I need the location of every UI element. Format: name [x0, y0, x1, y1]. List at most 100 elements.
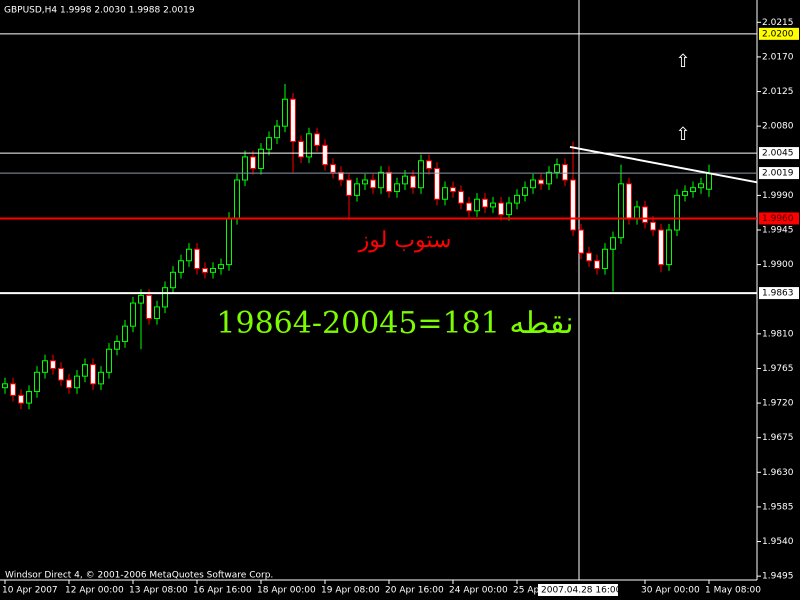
candle-body [106, 348, 112, 373]
candle-body [90, 364, 96, 385]
candle-body [578, 229, 584, 254]
candle-body [698, 183, 704, 189]
y-tick-label: 1.9990 [762, 191, 794, 201]
candle-body [242, 156, 248, 181]
candle-body [458, 191, 464, 204]
candle-body [666, 229, 672, 266]
candle-body [122, 325, 128, 343]
candle-body [42, 360, 48, 373]
price-level-label: 2.0045 [762, 149, 794, 159]
candle-body [506, 202, 512, 216]
candle-body [434, 167, 440, 200]
candle-body [146, 294, 152, 319]
candle-body [490, 202, 496, 208]
candle-body [394, 183, 400, 193]
price-level-label: 1.9960 [762, 214, 794, 224]
candle-body [250, 156, 256, 169]
candle-body [322, 144, 328, 166]
candle-body [10, 383, 16, 396]
candle-body [354, 183, 360, 196]
price-level-box [759, 167, 799, 180]
candle-body [498, 202, 504, 216]
candle-body [194, 248, 200, 269]
candle-body [154, 306, 160, 319]
chart-title: GBPUSD,H4 1.9998 2.0030 1.9988 2.0019 [4, 6, 195, 16]
x-tick-label: 20 Apr 16:00 [385, 586, 444, 596]
candle-body [626, 183, 632, 219]
y-tick-label: 1.9900 [762, 260, 794, 270]
price-level-label: 2.0200 [762, 29, 794, 39]
candle-body [586, 252, 592, 262]
y-tick-label: 1.9495 [762, 572, 794, 582]
crosshair-label-box [538, 584, 618, 596]
candle-body [418, 160, 424, 189]
candle-body [330, 164, 336, 173]
candle-body [58, 367, 64, 381]
candle-body [266, 137, 272, 150]
x-tick-label: 16 Apr 16:00 [193, 586, 252, 596]
candle-body [450, 187, 456, 193]
candle-body [50, 360, 56, 369]
footer: Windsor Direct 4, © 2001-2006 MetaQuotes… [5, 571, 273, 581]
candle-body [210, 267, 216, 273]
y-tick-label: 1.9540 [762, 537, 794, 547]
candle-body [258, 148, 264, 169]
candle-body [426, 160, 432, 169]
x-tick-label: 24 Apr 00:00 [449, 586, 508, 596]
candle-body [170, 271, 176, 289]
y-tick-label: 1.9765 [762, 364, 794, 374]
candle-body [642, 206, 648, 223]
arrow-icon: ⇧ [675, 124, 690, 145]
y-tick-label: 1.9630 [762, 468, 794, 478]
trend-line [569, 145, 758, 184]
candle-body [362, 179, 368, 185]
price-level-label: 1.9863 [762, 289, 794, 299]
candle-body [618, 183, 624, 239]
candle-body [466, 202, 472, 212]
candle-body [562, 164, 568, 181]
candle-body [162, 287, 168, 308]
candle-body [314, 133, 320, 146]
x-tick-label: 30 Apr 00:00 [641, 586, 700, 596]
candle-body [634, 206, 640, 219]
candle-body [138, 294, 144, 304]
candle-body [402, 175, 408, 185]
price-level-box [759, 287, 799, 300]
price-level-box [759, 27, 799, 40]
y-tick-label: 1.9810 [762, 329, 794, 339]
candle-body [538, 179, 544, 185]
y-tick-label: 1.9720 [762, 399, 794, 409]
candle-body [186, 248, 192, 262]
candle-body [26, 391, 32, 404]
price-level-box [759, 212, 799, 225]
candle-body [346, 179, 352, 196]
candle-body [482, 198, 488, 208]
candle-body [298, 141, 304, 158]
candle-body [370, 179, 376, 189]
candle-body [442, 187, 448, 200]
candle-body [66, 379, 72, 389]
x-tick-label: 19 Apr 08:00 [321, 586, 380, 596]
x-tick-label: 13 Apr 08:00 [129, 586, 188, 596]
candle-body [98, 371, 104, 385]
candle-body [674, 194, 680, 231]
candle-body [706, 172, 712, 190]
candle-body [82, 364, 88, 377]
candle-body [514, 194, 520, 204]
candle-body [570, 179, 576, 231]
x-tick-label: 12 Apr 00:00 [65, 586, 124, 596]
candle-body [650, 221, 656, 231]
price-level-box [759, 147, 799, 160]
candle-body [306, 133, 312, 158]
candle-body [594, 260, 600, 269]
y-tick-label: 1.9945 [762, 226, 794, 236]
candle-body [234, 179, 240, 219]
candle-body [530, 179, 536, 189]
arrow-icon: ⇧ [675, 51, 690, 72]
candle-body [218, 264, 224, 269]
x-tick-label: 18 Apr 00:00 [257, 586, 316, 596]
x-tick-label: 10 Apr 2007 [2, 586, 58, 596]
y-tick-label: 2.0080 [762, 122, 794, 132]
